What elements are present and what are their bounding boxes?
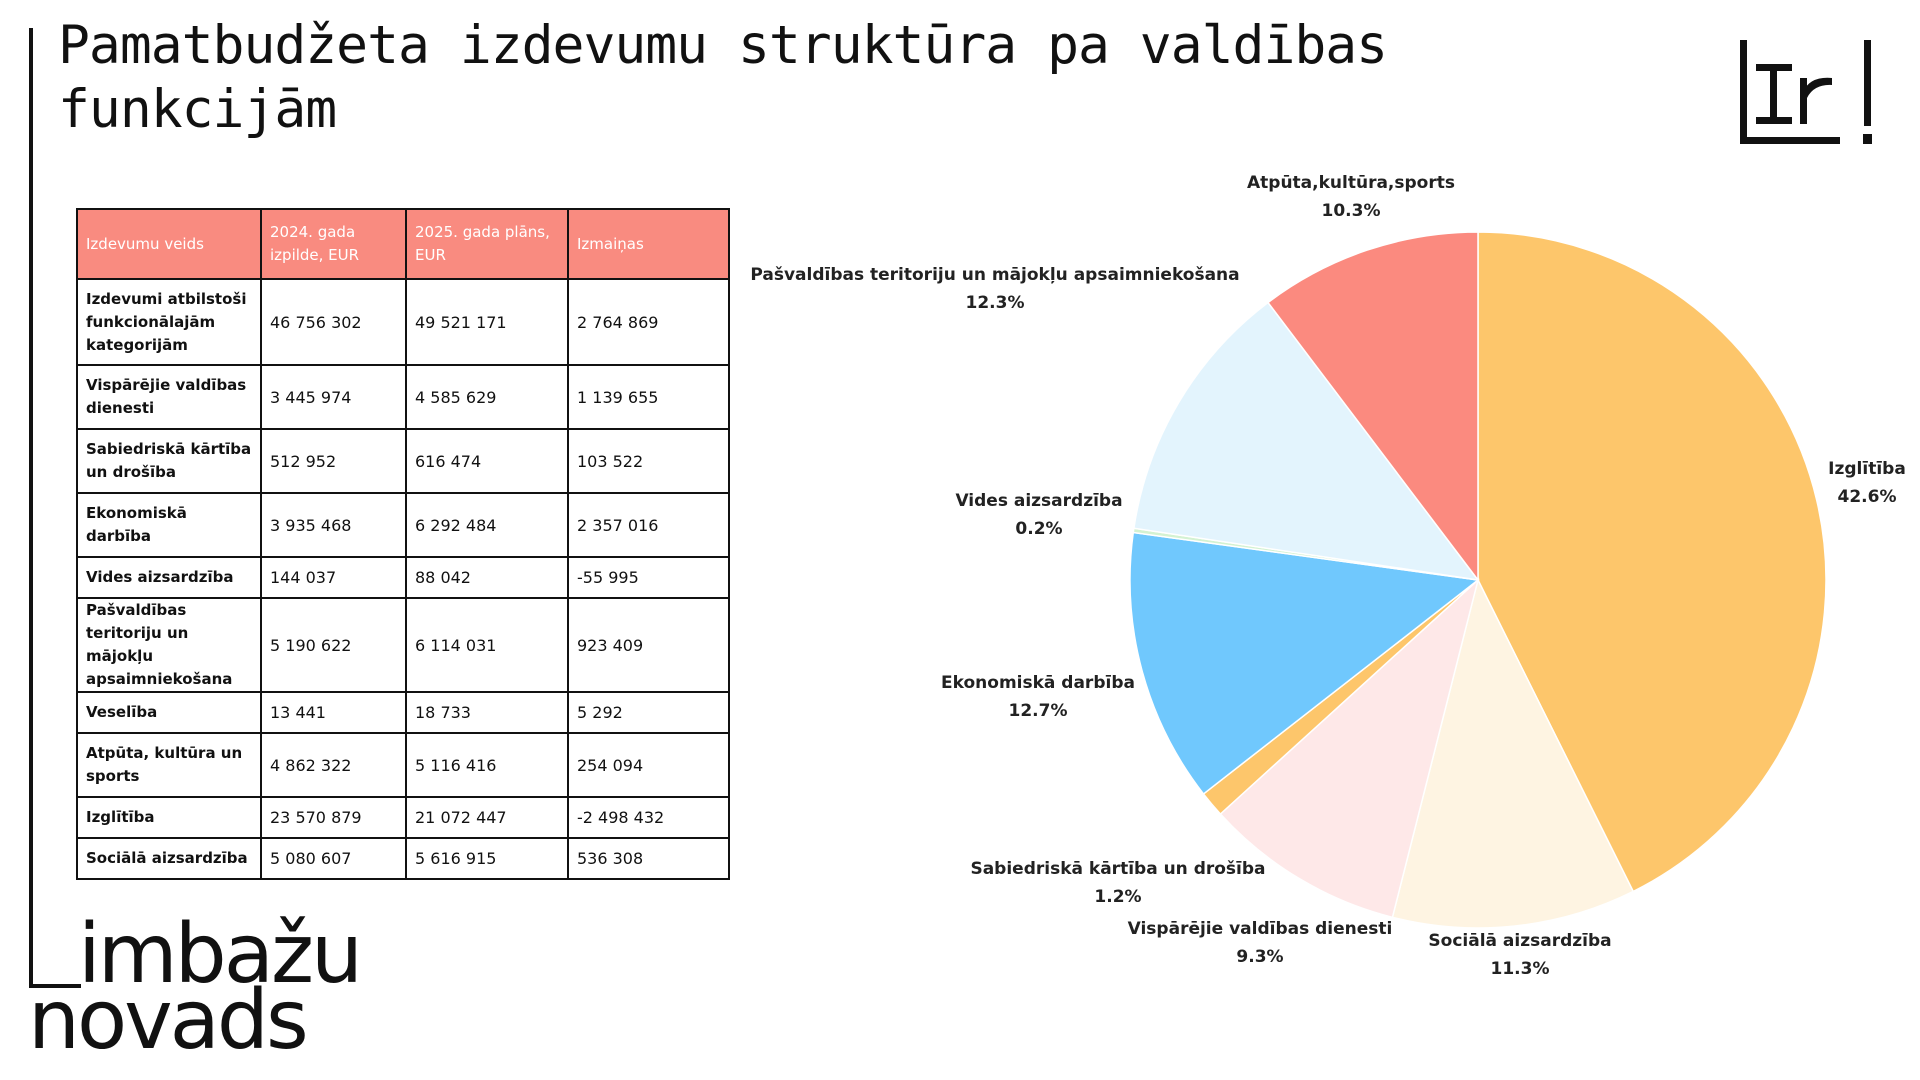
slice-percent-label: 0.2%	[1015, 519, 1062, 539]
slice-label: Sabiedriskā kārtība un drošība	[970, 859, 1265, 879]
slice-label: Vides aizsardzība	[955, 491, 1122, 511]
brand-l-stem	[29, 930, 33, 988]
slice-label: Sociālā aizsardzība	[1428, 931, 1611, 951]
table-cell: 88 042	[405, 556, 569, 599]
table-cell: 5 116 416	[405, 732, 569, 798]
table-cell: 5 190 622	[260, 597, 407, 693]
slice-label: Ekonomiskā darbība	[941, 673, 1135, 693]
table-cell: 1 139 655	[567, 364, 730, 430]
table-row: Pašvaldības teritoriju un mājokļu apsaim…	[76, 597, 730, 693]
table-row: Veselība 13 441 18 733 5 292	[76, 691, 730, 734]
table-cell: 23 570 879	[260, 796, 407, 839]
table-row: Sabiedriskā kārtība un drošība 512 952 6…	[76, 428, 730, 494]
table-header-row: Izdevumu veids 2024. gada izpilde, EUR 2…	[76, 208, 730, 280]
slice-label: Vispārējie valdības dienesti	[1128, 919, 1393, 939]
table-row: Izdevumi atbilstoši funkcionālajām kateg…	[76, 278, 730, 366]
table-row: Vispārējie valdības dienesti 3 445 974 4…	[76, 364, 730, 430]
brand-l-foot	[29, 984, 81, 988]
header-2024: 2024. gada izpilde, EUR	[260, 208, 407, 280]
table-row: Sociālā aizsardzība 5 080 607 5 616 915 …	[76, 837, 730, 880]
table-cell: 13 441	[260, 691, 407, 734]
table-cell: Izdevumi atbilstoši funkcionālajām kateg…	[76, 278, 262, 366]
table-cell: Sabiedriskā kārtība un drošība	[76, 428, 262, 494]
slice-percent-label: 42.6%	[1838, 487, 1897, 507]
table-cell: 2 357 016	[567, 492, 730, 558]
table-cell: -55 995	[567, 556, 730, 599]
slice-label: Izglītība	[1828, 459, 1906, 479]
table-cell: Veselība	[76, 691, 262, 734]
table-cell: Ekonomiskā darbība	[76, 492, 262, 558]
table-cell: 616 474	[405, 428, 569, 494]
slice-percent-label: 12.3%	[966, 293, 1025, 313]
table-cell: 536 308	[567, 837, 730, 880]
pie-slice	[1219, 577, 1480, 919]
table-cell: 144 037	[260, 556, 407, 599]
brand-line-1: imbažu	[78, 907, 363, 1002]
table-cell: 103 522	[567, 428, 730, 494]
left-accent-bar	[29, 28, 33, 988]
slice-label: Atpūta,kultūra,sports	[1247, 173, 1455, 193]
table-cell: 2 764 869	[567, 278, 730, 366]
table-cell: Vispārējie valdības dienesti	[76, 364, 262, 430]
header-expense-type: Izdevumu veids	[76, 208, 262, 280]
table-row: Ekonomiskā darbība 3 935 468 6 292 484 2…	[76, 492, 730, 558]
slice-percent-label: 11.3%	[1491, 959, 1550, 979]
header-2025: 2025. gada plāns, EUR	[405, 208, 569, 280]
table-cell: 5 292	[567, 691, 730, 734]
table-row: Atpūta, kultūra un sports 4 862 322 5 11…	[76, 732, 730, 798]
pie-slice	[1129, 531, 1480, 795]
table-cell: -2 498 432	[567, 796, 730, 839]
table-cell: Sociālā aizsardzība	[76, 837, 262, 880]
table-cell: 49 521 171	[405, 278, 569, 366]
table-cell: 3 445 974	[260, 364, 407, 430]
table-cell: 254 094	[567, 732, 730, 798]
table-cell: 5 616 915	[405, 837, 569, 880]
slice-percent-label: 10.3%	[1322, 201, 1381, 221]
budget-table: Izdevumu veids 2024. gada izpilde, EUR 2…	[76, 208, 730, 880]
pie-slice	[1391, 577, 1635, 929]
pie-slice	[1266, 231, 1479, 583]
table-cell: 21 072 447	[405, 796, 569, 839]
table-cell: 4 862 322	[260, 732, 407, 798]
brand-wordmark: imbažu novads	[28, 907, 363, 1068]
table-row: Izglītība 23 570 879 21 072 447 -2 498 4…	[76, 796, 730, 839]
slice-label: Pašvaldības teritoriju un mājokļu apsaim…	[750, 265, 1239, 285]
slice-percent-label: 12.7%	[1009, 701, 1068, 721]
header-change: Izmaiņas	[567, 208, 730, 280]
slice-percent-label: 9.3%	[1236, 947, 1283, 967]
pie-slice	[1133, 301, 1480, 582]
table-cell: 512 952	[260, 428, 407, 494]
table-cell: Pašvaldības teritoriju un mājokļu apsaim…	[76, 597, 262, 693]
table-cell: 5 080 607	[260, 837, 407, 880]
table-cell: Izglītība	[76, 796, 262, 839]
table-cell: 18 733	[405, 691, 569, 734]
table-cell: 923 409	[567, 597, 730, 693]
page-title: Pamatbudžeta izdevumu struktūra pa valdī…	[58, 15, 1388, 140]
brand-line-2: novads	[28, 973, 309, 1068]
table-cell: Atpūta, kultūra un sports	[76, 732, 262, 798]
table-row: Vides aizsardzība 144 037 88 042 -55 995	[76, 556, 730, 599]
slice-percent-label: 1.2%	[1094, 887, 1141, 907]
table-cell: 3 935 468	[260, 492, 407, 558]
table-cell: 46 756 302	[260, 278, 407, 366]
table-cell: 6 114 031	[405, 597, 569, 693]
table-cell: 6 292 484	[405, 492, 569, 558]
table-cell: 4 585 629	[405, 364, 569, 430]
table-cell: Vides aizsardzība	[76, 556, 262, 599]
ir-logo-icon	[1740, 40, 1872, 144]
pie-slice	[1477, 231, 1827, 893]
